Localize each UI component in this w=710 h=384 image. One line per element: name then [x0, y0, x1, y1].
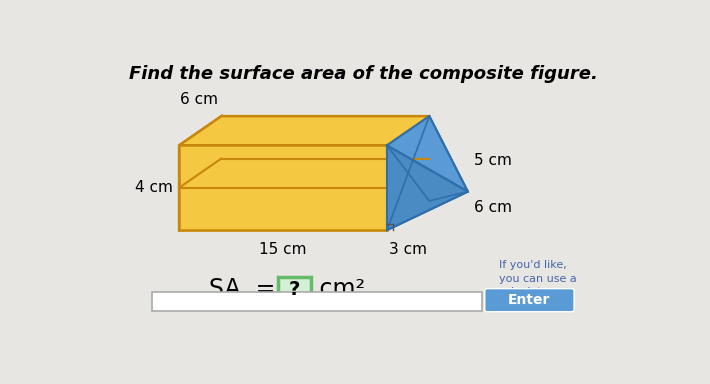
Polygon shape	[387, 146, 468, 230]
Text: 15 cm: 15 cm	[259, 242, 307, 257]
Polygon shape	[179, 116, 430, 146]
Text: SA  =: SA =	[209, 277, 275, 301]
FancyBboxPatch shape	[278, 277, 311, 302]
FancyBboxPatch shape	[485, 289, 574, 312]
Polygon shape	[179, 201, 430, 230]
Text: 3 cm: 3 cm	[389, 242, 427, 257]
Polygon shape	[387, 192, 468, 230]
FancyBboxPatch shape	[152, 293, 481, 311]
Text: 4 cm: 4 cm	[135, 180, 173, 195]
Text: 6 cm: 6 cm	[180, 92, 217, 107]
Text: If you'd like,
you can use a
calculator.: If you'd like, you can use a calculator.	[498, 260, 577, 297]
Text: Find the surface area of the composite figure.: Find the surface area of the composite f…	[129, 65, 599, 83]
Polygon shape	[387, 116, 468, 192]
Polygon shape	[430, 116, 468, 201]
Polygon shape	[179, 116, 222, 230]
Polygon shape	[179, 146, 387, 230]
Text: cm²: cm²	[312, 277, 365, 301]
Text: 6 cm: 6 cm	[474, 200, 512, 215]
Text: Enter: Enter	[508, 293, 551, 307]
Text: 5 cm: 5 cm	[474, 153, 512, 168]
Text: ?: ?	[289, 280, 300, 299]
